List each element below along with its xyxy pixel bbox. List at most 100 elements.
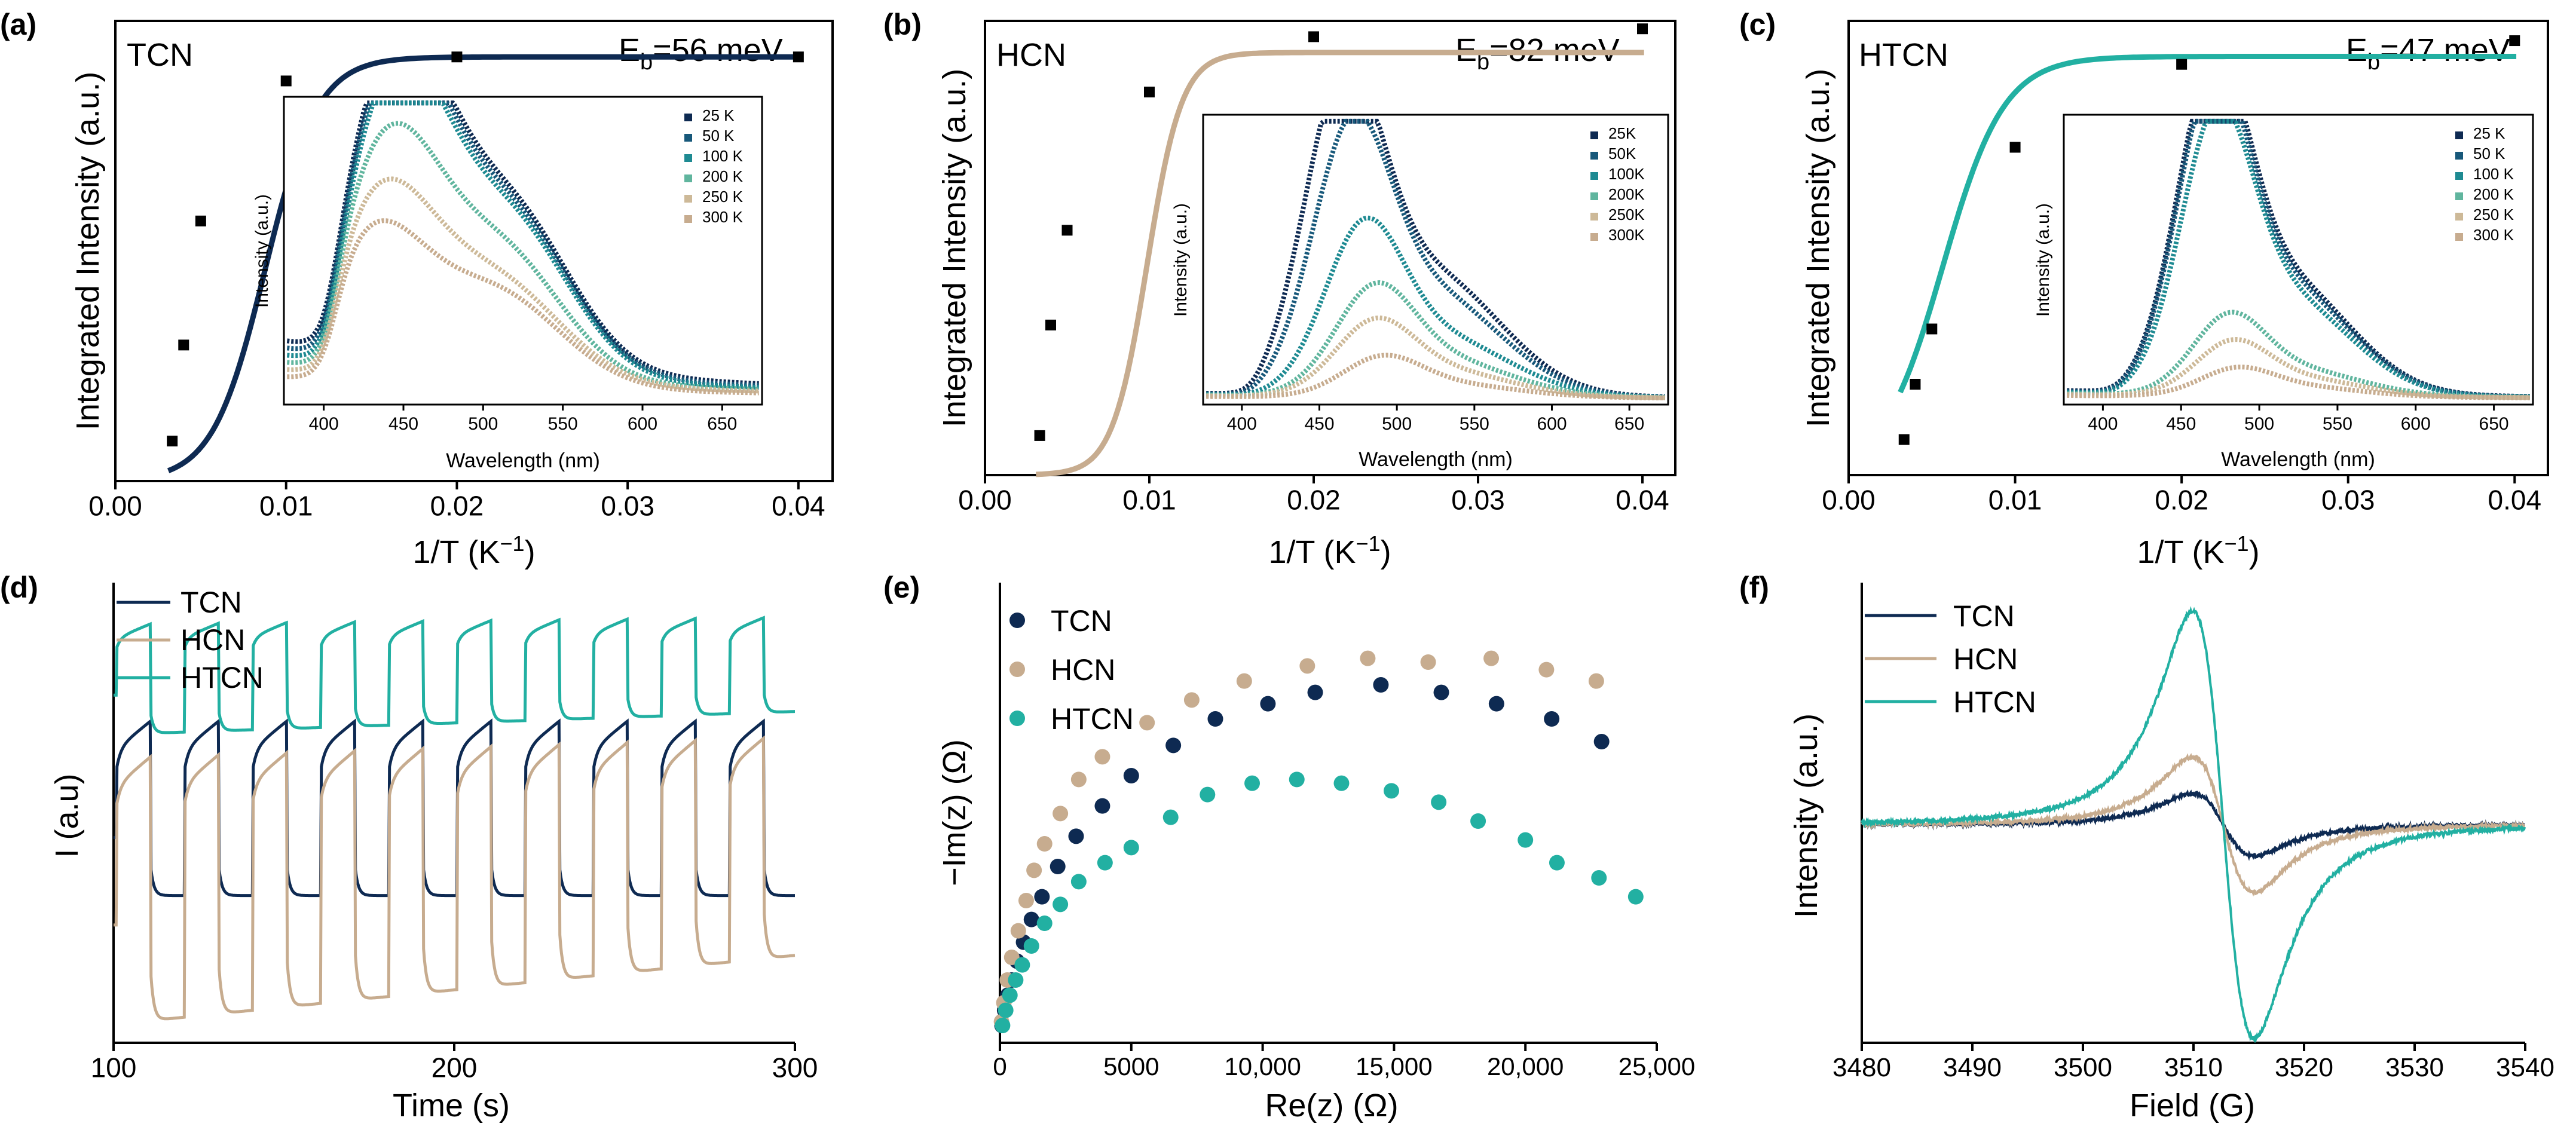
inset-legend-swatch xyxy=(1590,192,1598,200)
inset-legend-swatch xyxy=(684,134,692,142)
nyquist-point-htcn xyxy=(1333,775,1350,791)
data-points-c xyxy=(1898,35,2520,445)
sample-label-a: TCN xyxy=(127,37,193,73)
inset-legend-swatch xyxy=(2455,233,2463,241)
nyquist-point-hcn xyxy=(1183,692,1200,708)
legend-label: HCN xyxy=(1051,653,1115,687)
inset-spectrum-300k xyxy=(1206,353,1665,400)
inset-legend-label: 300K xyxy=(1608,226,1645,244)
sample-label-b: HCN xyxy=(996,37,1066,73)
inset-x-tick-label: 550 xyxy=(2323,414,2352,434)
nyquist-point-htcn xyxy=(1002,987,1018,1003)
inset-pl-spectra-a: 400 450 500 550 600 650 Wavelength (nm) Inten… xyxy=(252,96,763,472)
plot-frame-b xyxy=(984,20,1676,476)
nyquist-point-htcn xyxy=(1549,855,1565,871)
inset-spectrum-200k xyxy=(287,121,759,392)
inset-legend-b: 25K 50K 100K 200K 250K 300K xyxy=(1590,124,1645,244)
legend-label: HTCN xyxy=(1051,702,1134,736)
inset-legend-label: 200 K xyxy=(2473,185,2514,203)
inset-legend-swatch xyxy=(1590,152,1598,160)
nyquist-point-htcn xyxy=(1014,957,1030,973)
x-c-tick-label: 0.01 xyxy=(1988,485,2042,516)
panel-d: (d) I (a.u) Time (s) 100 200 300 TCN HCN HTC… xyxy=(0,571,818,1123)
x-f-tick-label: 3490 xyxy=(1943,1053,2002,1082)
inset-x-tick-label: 500 xyxy=(2244,414,2274,434)
nyquist-point-htcn xyxy=(995,1018,1011,1033)
inset-legend-c: 25 K 50 K 100 K 200 K 250 K 300 K xyxy=(2455,124,2514,244)
nyquist-point-htcn xyxy=(1053,896,1069,913)
x-ticks-c: 0.00 0.01 0.02 0.03 0.04 xyxy=(1822,475,2541,516)
y-axis-label-c: Integrated Intensity (a.u.) xyxy=(1800,69,1836,427)
inset-x-tick-label: 650 xyxy=(2479,414,2509,434)
legend-e: TCN HCN HTCN xyxy=(1009,604,1134,736)
inset-x-tick-label: 600 xyxy=(2401,414,2431,434)
nyquist-point-tcn xyxy=(1373,677,1389,693)
nyquist-point-tcn xyxy=(1488,696,1504,712)
nyquist-point-tcn xyxy=(1165,737,1182,754)
nyquist-point-htcn xyxy=(1162,809,1179,825)
inset-spectrum-250k xyxy=(1206,315,1665,400)
x-ticks-b: 0.00 0.01 0.02 0.03 0.04 xyxy=(958,475,1669,516)
data-point xyxy=(451,51,463,63)
inset-spectrum-200k xyxy=(1206,280,1665,400)
nyquist-point-tcn xyxy=(1023,911,1039,927)
nyquist-point-hcn xyxy=(1018,893,1034,908)
inset-legend-label: 250 K xyxy=(702,188,744,206)
nyquist-point-hcn xyxy=(1236,673,1252,689)
data-point xyxy=(1034,430,1045,441)
data-point xyxy=(1308,31,1319,42)
x-ticks-a: 0.00 0.01 0.02 0.03 0.04 xyxy=(88,481,825,522)
legend-label: HTCN xyxy=(1953,685,2036,719)
nyquist-point-htcn xyxy=(1289,771,1305,788)
x-f-tick-label: 3520 xyxy=(2275,1053,2333,1082)
inset-x-tick-label: 550 xyxy=(1460,414,1489,434)
y-axis-label-f: Intensity (a.u.) xyxy=(1788,714,1824,918)
x-e-tick-label: 5000 xyxy=(1103,1052,1159,1080)
legend-f: TCN HCN HTCN xyxy=(1865,599,2036,719)
inset-spectrum-25k xyxy=(1206,118,1665,399)
inset-legend-swatch xyxy=(684,215,692,223)
x-a-tick-label: 0.01 xyxy=(259,491,313,522)
inset-x-tick-label: 400 xyxy=(2088,414,2118,434)
legend-label: HCN xyxy=(180,623,245,657)
nyquist-point-tcn xyxy=(1207,711,1223,727)
inset-x-ticks-a: 400 450 500 550 600 650 xyxy=(309,405,737,434)
nyquist-point-tcn xyxy=(1050,859,1066,874)
data-point xyxy=(1144,86,1155,97)
x-axis-label-f: Field (G) xyxy=(2130,1088,2255,1123)
panel-label-e: (e) xyxy=(883,571,920,604)
legend-label: HTCN xyxy=(180,661,264,694)
y-axis-label-d: I (a.u) xyxy=(49,773,85,858)
legend-marker-tcn xyxy=(1009,613,1025,628)
epr-line-hcn xyxy=(1861,753,2526,897)
inset-spectrum-100k xyxy=(1206,215,1665,400)
inset-legend-swatch xyxy=(2455,172,2463,180)
data-point xyxy=(2509,35,2520,47)
x-f-tick-label: 3500 xyxy=(2054,1053,2112,1082)
inset-spectra-c xyxy=(2067,118,2530,400)
x-axis-label-c: 1/T (K−1) xyxy=(2137,531,2259,570)
nyquist-point-tcn xyxy=(1068,828,1084,844)
arrhenius-fit-curve-a xyxy=(167,54,800,473)
nyquist-point-hcn xyxy=(1483,650,1500,666)
inset-legend-label: 100 K xyxy=(2473,165,2514,183)
inset-legend-label: 50 K xyxy=(2473,145,2505,163)
x-d-tick-label: 300 xyxy=(772,1052,818,1083)
nyquist-point-htcn xyxy=(998,1002,1014,1018)
inset-spectrum-50k xyxy=(286,100,759,388)
sample-label-c: HTCN xyxy=(1859,37,1948,73)
inset-legend-label: 50 K xyxy=(702,127,735,145)
inset-x-tick-label: 450 xyxy=(388,414,418,434)
data-points-b xyxy=(1034,23,1648,441)
x-c-tick-label: 0.02 xyxy=(2155,485,2208,516)
data-point xyxy=(1045,319,1056,330)
inset-frame-c xyxy=(2063,114,2534,406)
photocurrent-line-htcn xyxy=(114,616,795,734)
inset-legend-a: 25 K 50 K 100 K 200 K 250 K 300 K xyxy=(684,106,744,226)
inset-legend-label: 200K xyxy=(1608,185,1645,203)
plot-frame-c xyxy=(1847,20,2549,476)
photocurrent-line-hcn xyxy=(114,735,796,1021)
data-point xyxy=(793,51,804,63)
nyquist-point-htcn xyxy=(1123,840,1139,856)
